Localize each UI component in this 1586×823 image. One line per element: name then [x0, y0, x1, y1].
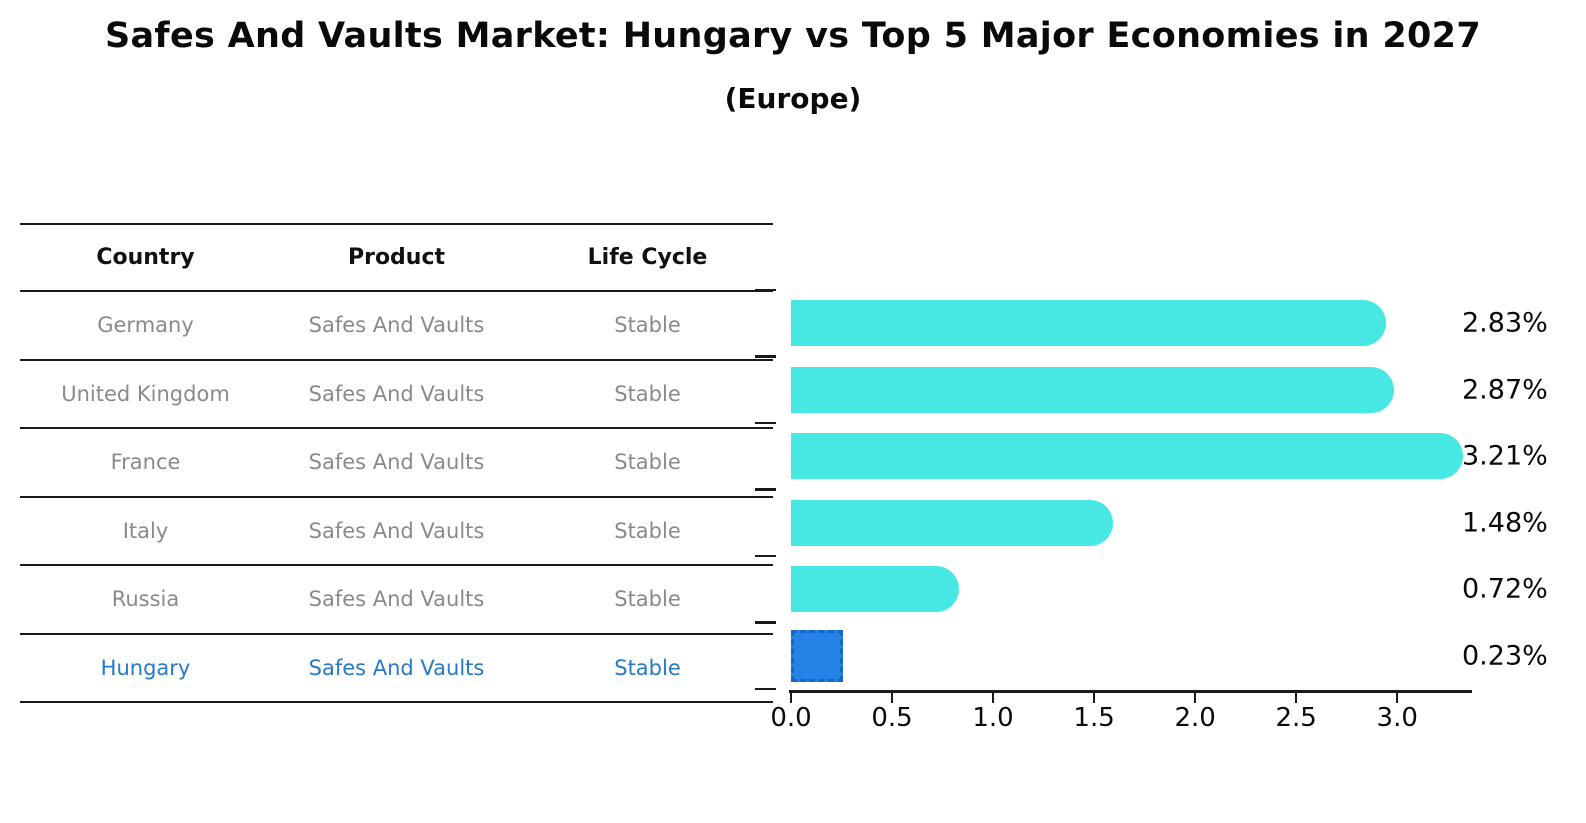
- table-cell-country: United Kingdom: [61, 381, 230, 406]
- table-cell-product: Safes And Vaults: [308, 313, 485, 338]
- value-label-italy: 1.48%: [1462, 507, 1548, 539]
- table-cell-country: Hungary: [100, 655, 191, 680]
- y-axis-tick: [755, 621, 776, 624]
- x-axis-tick: [1092, 693, 1096, 703]
- x-axis-tick-label: 0.0: [770, 703, 812, 733]
- bar-italy: [791, 499, 1114, 546]
- table-cell-lifecycle: Stable: [614, 655, 681, 680]
- table-row: France Safes And Vaults Stable: [20, 427, 773, 496]
- table-cell-lifecycle: Stable: [614, 518, 681, 543]
- value-label-hungary: 0.23%: [1462, 640, 1548, 672]
- y-axis-tick: [755, 288, 776, 292]
- table-cell-product: Safes And Vaults: [308, 450, 485, 475]
- table-row: Hungary Safes And Vaults Stable: [20, 632, 773, 703]
- table-row: United Kingdom Safes And Vaults Stable: [20, 358, 773, 428]
- table-cell-product: Safes And Vaults: [308, 655, 485, 680]
- x-axis-tick: [991, 693, 995, 703]
- table-cell-lifecycle: Stable: [614, 587, 681, 612]
- x-axis-tick-label: 1.5: [1073, 703, 1115, 733]
- table-cell-product: Safes And Vaults: [308, 381, 485, 406]
- table-cell-country: Germany: [97, 313, 194, 338]
- table-row: Italy Safes And Vaults Stable: [20, 495, 773, 565]
- x-axis-tick-label: 0.5: [871, 703, 913, 733]
- page-subtitle: (Europe): [724, 82, 862, 115]
- table-cell-lifecycle: Stable: [614, 450, 681, 475]
- x-axis-tick-label: 2.0: [1174, 703, 1216, 733]
- bar-hungary: [791, 629, 844, 682]
- x-axis-tick: [890, 693, 894, 703]
- value-label-russia: 0.72%: [1462, 573, 1548, 605]
- table-cell-country: France: [110, 450, 181, 475]
- x-axis-tick: [1395, 693, 1399, 703]
- y-axis-tick: [755, 488, 776, 491]
- value-label-france: 3.21%: [1462, 440, 1548, 472]
- table-cell-lifecycle: Stable: [614, 381, 681, 406]
- table-header-lifecycle: Life Cycle: [587, 245, 708, 270]
- y-axis-tick: [755, 687, 776, 691]
- table-header-row: Country Product Life Cycle: [20, 223, 773, 290]
- x-axis-tick-label: 3.0: [1376, 703, 1418, 733]
- x-axis-tick: [1294, 693, 1298, 703]
- table-header-country: Country: [96, 245, 195, 270]
- value-label-united-kingdom: 2.87%: [1462, 374, 1548, 406]
- table-row: Russia Safes And Vaults Stable: [20, 564, 773, 633]
- value-label-germany: 2.83%: [1462, 307, 1548, 339]
- table-header-product: Product: [347, 245, 446, 270]
- table-cell-country: Italy: [122, 518, 169, 543]
- bar-germany: [791, 300, 1386, 347]
- y-axis-tick: [755, 421, 776, 425]
- bar-russia: [791, 566, 960, 613]
- table-cell-product: Safes And Vaults: [308, 587, 485, 612]
- y-axis-tick: [755, 355, 776, 358]
- y-axis-tick: [755, 554, 776, 558]
- table-cell-lifecycle: Stable: [614, 313, 681, 338]
- table-cell-product: Safes And Vaults: [308, 518, 485, 543]
- bar-france: [791, 433, 1463, 480]
- table-body: Germany Safes And Vaults Stable United K…: [20, 290, 773, 703]
- country-table: Country Product Life Cycle Germany Safes…: [20, 223, 773, 703]
- x-axis-tick: [789, 693, 793, 703]
- page-title: Safes And Vaults Market: Hungary vs Top …: [105, 16, 1481, 56]
- x-axis-tick-label: 1.0: [972, 703, 1014, 733]
- bar-united-kingdom: [791, 366, 1394, 413]
- table-cell-country: Russia: [111, 587, 180, 612]
- x-axis-tick: [1193, 693, 1197, 703]
- x-axis-spine: [789, 690, 1472, 693]
- x-axis-tick-label: 2.5: [1275, 703, 1317, 733]
- table-row: Germany Safes And Vaults Stable: [20, 290, 773, 359]
